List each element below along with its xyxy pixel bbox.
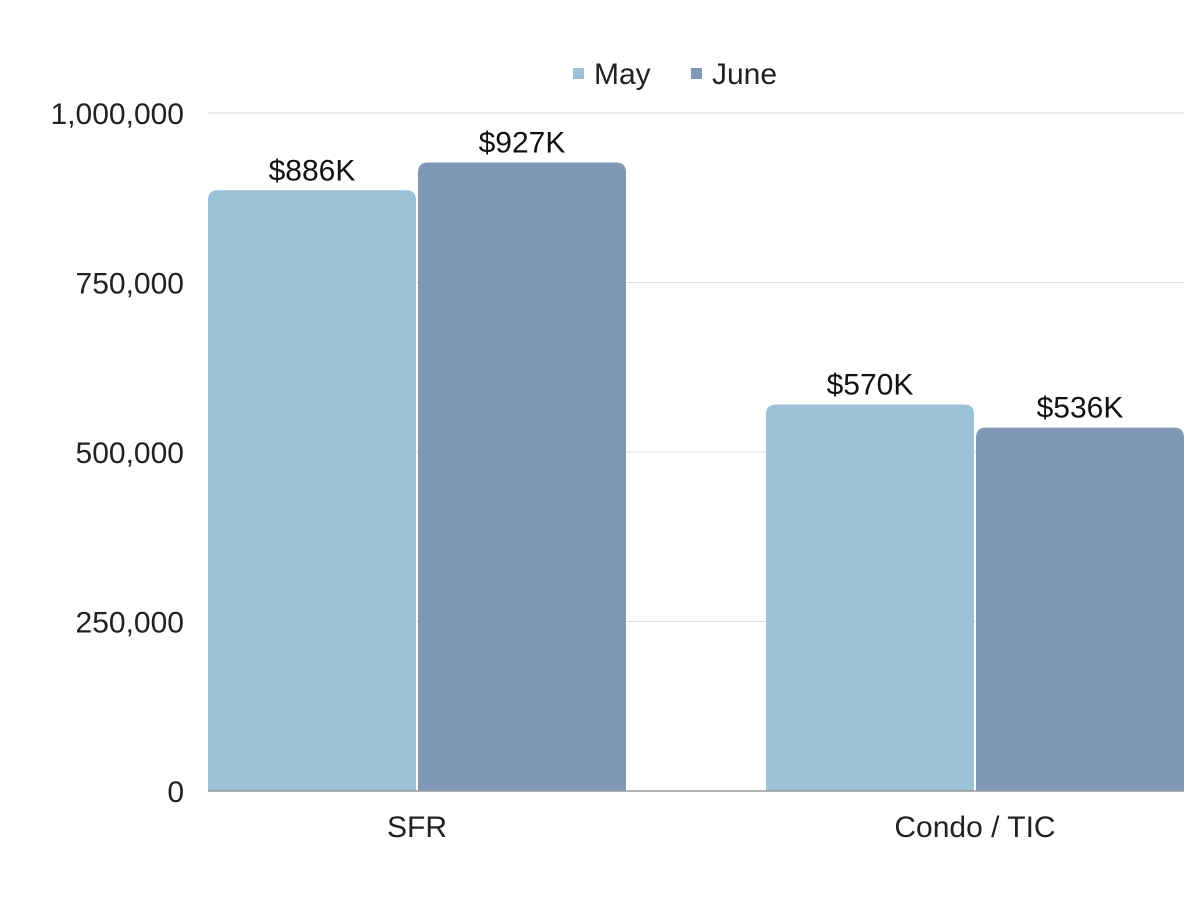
y-tick-label: 500,000 (76, 437, 184, 470)
x-axis-categories: SFR Condo / TIC (387, 811, 1056, 844)
bar-june-sfr (418, 162, 626, 791)
bar-june-condo-tic (976, 427, 1184, 791)
y-tick-label: 750,000 (76, 268, 184, 301)
y-tick-label: 1,000,000 (51, 98, 184, 131)
y-tick-label: 250,000 (76, 607, 184, 640)
data-label: $886K (269, 154, 356, 187)
data-label: $536K (1037, 392, 1124, 425)
legend-label-june: June (712, 58, 777, 91)
bars (208, 162, 1184, 792)
legend-swatch-june (691, 68, 702, 79)
legend-swatch-may (573, 68, 584, 79)
y-tick-label: 0 (167, 776, 184, 809)
data-label: $927K (479, 126, 566, 159)
y-axis-ticks: 0 250,000 500,000 750,000 1,000,000 (51, 98, 184, 809)
legend-label-may: May (594, 58, 651, 91)
legend: May June (573, 58, 777, 91)
x-category-label: Condo / TIC (894, 811, 1055, 844)
x-category-label: SFR (387, 811, 447, 844)
data-label: $570K (827, 369, 914, 402)
data-labels: $886K $927K $570K $536K (269, 126, 1124, 424)
bar-may-condo-tic (766, 404, 974, 791)
bar-may-sfr (208, 190, 416, 792)
